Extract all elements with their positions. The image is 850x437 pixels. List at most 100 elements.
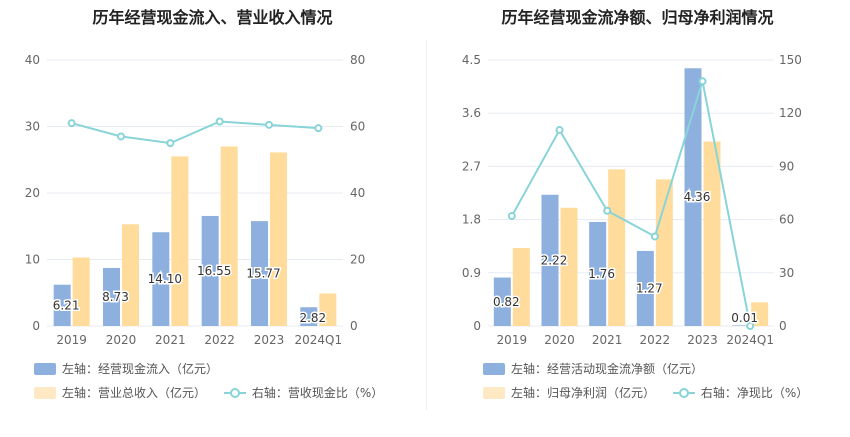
bar-series-1	[300, 307, 318, 326]
line-point	[166, 139, 175, 148]
bar-series-1	[251, 221, 268, 326]
left-axis-tick-label: 1.8	[462, 213, 481, 227]
legend-label: 左轴：经营现金流入（亿元）	[62, 362, 219, 376]
legend-label: 左轴：营业总收入（亿元）	[62, 386, 207, 400]
line-point	[650, 232, 659, 241]
left-axis-tick-label: 30	[25, 120, 40, 134]
bar-data-label: 2.22	[541, 253, 568, 267]
line-point	[603, 206, 612, 215]
x-axis-tick-label: 2023	[687, 333, 718, 347]
bar-data-label: 15.77	[246, 267, 280, 281]
bar-series-2	[703, 141, 721, 326]
legend-item-bar2[interactable]: 左轴：营业总收入（亿元）	[34, 384, 206, 401]
bar-data-label: 2.82	[299, 311, 326, 325]
line-point	[265, 120, 273, 129]
bar-series-1	[541, 194, 559, 326]
bar-data-label: 16.55	[197, 264, 231, 278]
legend-item-line[interactable]: 右轴：营收现金比（%）	[223, 384, 384, 401]
right-axis-tick-label: 90	[779, 159, 794, 173]
right-axis-tick-label: 0	[779, 319, 787, 333]
bar-series-2	[512, 247, 530, 326]
x-axis-tick-label: 2021	[155, 333, 186, 347]
bar-series-1	[732, 325, 750, 326]
x-axis-tick-label: 2023	[254, 333, 285, 347]
line-point	[67, 119, 76, 128]
bar-series-2	[655, 179, 673, 326]
bar-data-label: 14.10	[148, 272, 182, 286]
x-axis-tick-label: 2020	[544, 333, 575, 347]
legend-row: 左轴：营业总收入（亿元） 右轴：营收现金比（%）	[34, 384, 397, 402]
left-axis-tick-label: 2.7	[462, 159, 481, 173]
legend-row: 左轴：经营活动现金流净额（亿元）	[483, 360, 717, 378]
legend-line-icon	[672, 387, 695, 399]
right-axis-tick-label: 60	[350, 120, 365, 134]
x-axis-tick-label: 2022	[204, 333, 235, 347]
right-axis-tick-label: 120	[779, 106, 802, 120]
bar-data-label: 1.76	[588, 267, 615, 281]
legend-swatch	[34, 362, 56, 375]
left-axis-tick-label: 0	[473, 319, 481, 333]
legend-item-bar2[interactable]: 左轴：归母净利润（亿元）	[483, 384, 655, 401]
left-chart-panel: 历年经营现金流入、营业收入情况 0 10 20 30 40 0 20 40 60 80 2019 20…	[25, 8, 397, 402]
line-series	[71, 120, 319, 145]
legend-label: 左轴：归母净利润（亿元）	[511, 386, 656, 400]
bar-series-2	[220, 146, 238, 326]
bar-series-1	[684, 68, 702, 326]
right-axis-tick-label: 0	[350, 319, 358, 333]
legend-swatch	[483, 386, 505, 399]
line-point	[507, 212, 516, 221]
right-axis-tick-label: 40	[350, 186, 365, 200]
x-axis-tick-label: 2021	[592, 333, 623, 347]
bar-series-1	[589, 221, 607, 326]
chart-title: 历年经营现金流入、营业收入情况	[92, 8, 333, 27]
bar-data-label: 6.21	[53, 298, 80, 312]
right-axis-tick-label: 30	[779, 266, 794, 280]
right-axis-tick-label: 60	[779, 213, 794, 227]
bar-series-2	[608, 169, 626, 326]
left-axis-tick-label: 10	[25, 253, 40, 267]
bar-data-label: 4.36	[684, 190, 711, 204]
right-chart-svg: 0 0.9 1.8 2.7 3.6 4.5 0 30 60 90 120 150 2019 2020 202…	[462, 53, 802, 347]
line-point	[698, 77, 707, 86]
bar-series-2	[122, 224, 139, 326]
x-axis-tick-label: 2019	[497, 333, 528, 347]
bar-series-1	[152, 232, 170, 326]
x-axis-tick-label: 2022	[640, 333, 671, 347]
right-axis-tick-label: 80	[350, 53, 365, 67]
legend-swatch	[483, 362, 505, 375]
legend-label: 右轴：净现比（%）	[700, 386, 809, 400]
legend-item-line[interactable]: 右轴：净现比（%）	[672, 384, 809, 401]
bar-series-2	[560, 207, 578, 326]
legend-item-bar1[interactable]: 左轴：经营现金流入（亿元）	[34, 360, 218, 377]
left-axis-tick-label: 40	[25, 53, 40, 67]
bar-series-2	[751, 302, 769, 326]
left-axis-tick-label: 4.5	[462, 53, 481, 67]
line-point	[314, 124, 323, 133]
line-point	[555, 126, 564, 135]
legend-row: 左轴：经营现金流入（亿元）	[34, 360, 232, 378]
left-chart-svg: 0 10 20 30 40 0 20 40 60 80 2019 2020 2021 2022 2023 20…	[25, 53, 366, 347]
bar-series-2	[171, 156, 189, 326]
bar-series-1	[53, 284, 71, 326]
line-point	[746, 322, 755, 330]
legend-label: 左轴：经营活动现金流净额（亿元）	[511, 362, 704, 376]
bar-data-label: 1.27	[636, 281, 663, 295]
bar-series-1	[636, 250, 654, 326]
bar-data-label: 0.82	[493, 295, 520, 309]
x-axis-tick-label: 2019	[56, 333, 87, 347]
line-series	[510, 80, 752, 327]
left-axis-tick-label: 20	[25, 186, 40, 200]
legend-label: 右轴：营收现金比（%）	[251, 386, 384, 400]
right-chart-panel: 历年经营现金流净额、归母净利润情况 0 0.9 1.8 2.7 3.6 4.5 0 30 60 9…	[425, 0, 850, 437]
left-axis-tick-label: 0.9	[462, 266, 481, 280]
bar-data-label: 8.73	[102, 290, 129, 304]
x-axis-tick-label: 2020	[106, 333, 137, 347]
bar-series-1	[201, 215, 219, 326]
line-point	[215, 117, 224, 126]
left-axis-tick-label: 0	[32, 319, 40, 333]
legend-row: 左轴：归母净利润（亿元） 右轴：净现比（%）	[483, 384, 822, 402]
bar-series-2	[72, 257, 90, 326]
legend-item-bar1[interactable]: 左轴：经营活动现金流净额（亿元）	[483, 360, 703, 377]
bar-series-1	[103, 267, 120, 326]
panel-divider	[426, 40, 427, 410]
